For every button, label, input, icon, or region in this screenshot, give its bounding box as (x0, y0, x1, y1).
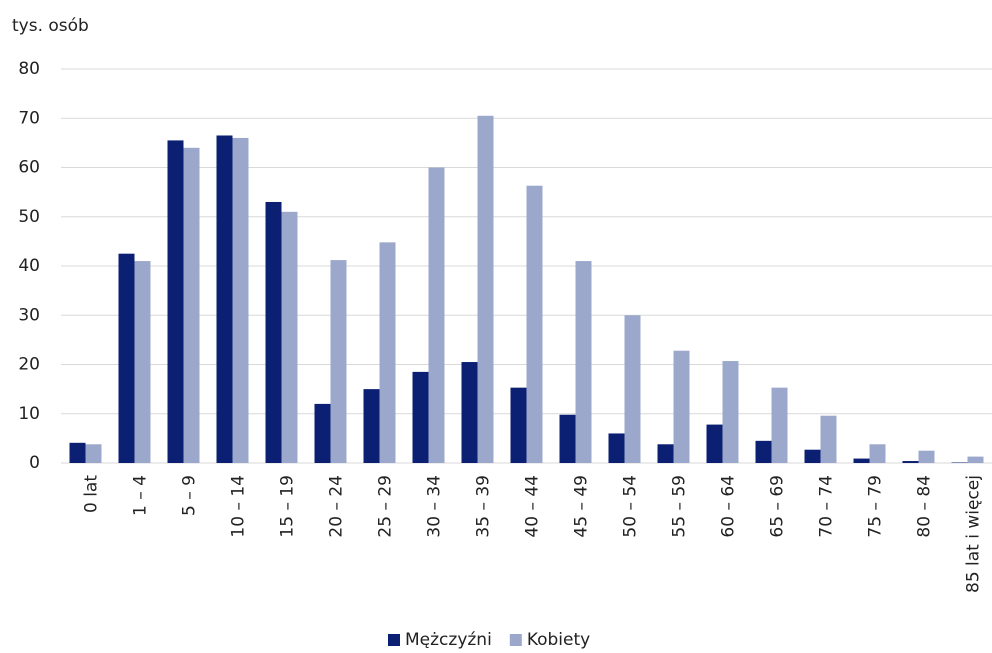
bar (526, 185, 543, 463)
bar (673, 350, 690, 463)
bar (755, 440, 772, 463)
x-tick-label: 30 – 34 (425, 475, 445, 538)
bar (314, 403, 331, 463)
bar (330, 260, 347, 463)
bar (510, 387, 527, 463)
bar (706, 424, 723, 463)
x-tick-label: 25 – 29 (376, 475, 396, 538)
bar (428, 167, 445, 463)
bar (820, 415, 837, 463)
y-tick-label: 80 (18, 59, 40, 79)
x-tick-label: 40 – 44 (523, 475, 543, 538)
bar (232, 137, 249, 463)
x-tick-label: 70 – 74 (817, 475, 837, 538)
x-tick-label: 1 – 4 (131, 475, 151, 516)
y-tick-label: 60 (18, 158, 40, 178)
bar (608, 433, 625, 463)
bar (918, 450, 935, 463)
y-tick-label: 0 (29, 453, 40, 473)
bar (167, 140, 184, 463)
bar (134, 261, 151, 463)
y-tick-label: 10 (18, 404, 40, 424)
legend-label: Mężczyźni (405, 630, 492, 650)
bar (967, 456, 984, 463)
bar (281, 211, 298, 463)
bar (869, 444, 886, 463)
legend-swatch (388, 634, 400, 646)
x-tick-label: 60 – 64 (719, 475, 739, 538)
y-tick-label: 50 (18, 207, 40, 227)
x-tick-label: 80 – 84 (915, 475, 935, 538)
x-tick-label: 50 – 54 (621, 475, 641, 538)
y-tick-label: 70 (18, 108, 40, 128)
x-tick-label: 0 lat (82, 475, 102, 513)
bar (85, 444, 102, 463)
bar (216, 135, 233, 464)
bar (575, 261, 592, 463)
y-axis-title: tys. osób (12, 16, 89, 36)
bar (477, 115, 494, 463)
x-tick-label: 35 – 39 (474, 475, 494, 538)
x-tick-label: 75 – 79 (866, 475, 886, 538)
bar (722, 361, 739, 463)
bar (461, 362, 478, 463)
bar (265, 201, 282, 463)
bar (69, 442, 86, 463)
x-tick-label: 20 – 24 (327, 475, 347, 538)
bar (559, 414, 576, 463)
bar (657, 444, 674, 463)
bar (183, 147, 200, 464)
bar (804, 449, 821, 463)
y-tick-label: 30 (18, 305, 40, 325)
x-tick-label: 10 – 14 (229, 475, 249, 538)
x-tick-label: 55 – 59 (670, 475, 690, 538)
x-tick-label: 65 – 69 (768, 475, 788, 538)
bar (379, 242, 396, 463)
bar (363, 389, 380, 463)
x-tick-label: 45 – 49 (572, 475, 592, 538)
y-tick-label: 20 (18, 355, 40, 375)
y-tick-label: 40 (18, 256, 40, 276)
bar (624, 315, 641, 463)
legend-label: Kobiety (527, 630, 590, 650)
x-tick-label: 85 lat i więcej (964, 475, 984, 593)
bar (118, 253, 135, 463)
bar (853, 458, 870, 463)
x-tick-label: 5 – 9 (180, 475, 200, 516)
bar (902, 461, 919, 463)
bar (771, 387, 788, 463)
legend-swatch (509, 634, 522, 646)
bar (412, 371, 429, 463)
x-tick-label: 15 – 19 (278, 475, 298, 538)
